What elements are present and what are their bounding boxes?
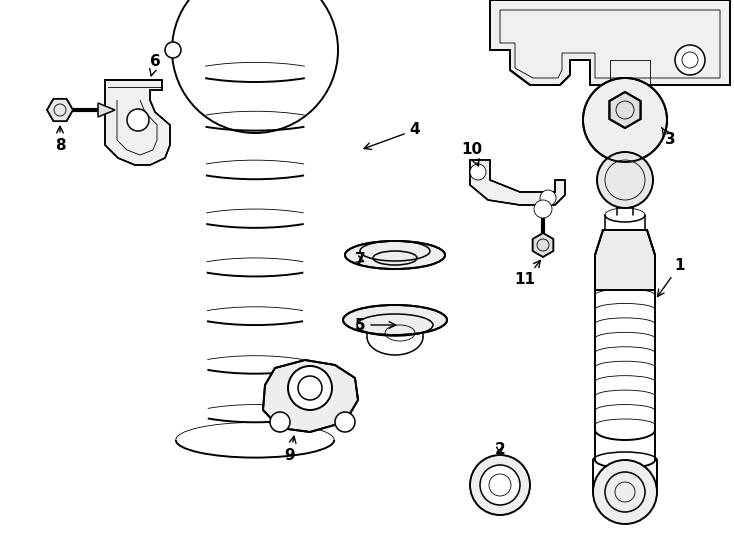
Text: 9: 9	[285, 436, 296, 462]
Circle shape	[165, 42, 181, 58]
Text: 5: 5	[355, 318, 396, 333]
Ellipse shape	[345, 241, 445, 269]
Text: 11: 11	[515, 260, 540, 287]
Text: 1: 1	[658, 258, 686, 296]
Circle shape	[597, 152, 653, 208]
Ellipse shape	[343, 305, 447, 335]
Text: 6: 6	[150, 55, 160, 76]
Polygon shape	[98, 103, 115, 117]
Polygon shape	[595, 230, 655, 290]
Polygon shape	[263, 360, 358, 432]
Circle shape	[480, 465, 520, 505]
Polygon shape	[533, 233, 553, 257]
Polygon shape	[105, 80, 170, 165]
Circle shape	[470, 455, 530, 515]
Circle shape	[593, 460, 657, 524]
Text: 3: 3	[661, 127, 675, 147]
Circle shape	[270, 412, 290, 432]
Circle shape	[540, 190, 556, 206]
Circle shape	[335, 412, 355, 432]
Circle shape	[288, 366, 332, 410]
Polygon shape	[609, 92, 641, 128]
Polygon shape	[490, 0, 730, 85]
Polygon shape	[47, 99, 73, 122]
Circle shape	[127, 109, 149, 131]
Text: 4: 4	[364, 123, 421, 150]
Circle shape	[583, 78, 667, 162]
Text: 8: 8	[55, 126, 65, 152]
Circle shape	[534, 200, 552, 218]
Polygon shape	[470, 160, 565, 205]
Text: 2: 2	[495, 442, 506, 457]
Circle shape	[470, 164, 486, 180]
Text: 10: 10	[462, 143, 482, 166]
Text: 7: 7	[355, 253, 366, 267]
Circle shape	[675, 45, 705, 75]
